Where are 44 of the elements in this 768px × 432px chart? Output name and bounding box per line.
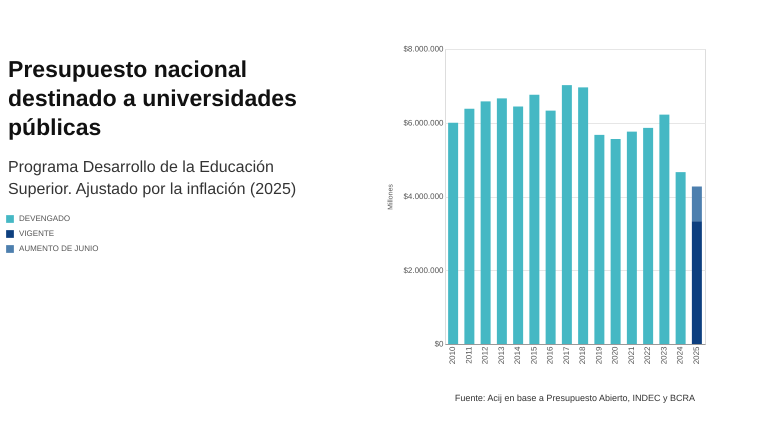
bar bbox=[594, 134, 604, 344]
y-tick-label: $6.000.000 bbox=[403, 118, 444, 128]
x-tick-label: 2016 bbox=[546, 346, 555, 364]
x-tick-label: 2017 bbox=[562, 346, 571, 364]
legend-label: VIGENTE bbox=[19, 229, 54, 238]
x-tick-label: 2014 bbox=[513, 346, 522, 364]
text: Programa Desarrollo de la Educación Superior. Ajustado por la inflación (2025) bbox=[8, 159, 296, 198]
legend-label: AUMENTO DE JUNIO bbox=[19, 244, 98, 253]
bar bbox=[480, 101, 491, 344]
x-tick-label: 2015 bbox=[529, 346, 538, 364]
bar bbox=[659, 114, 670, 344]
bar bbox=[562, 85, 572, 344]
bar bbox=[610, 138, 621, 344]
y-tick-label: $2.000.000 bbox=[403, 266, 444, 275]
x-tick-label: 2019 bbox=[594, 346, 604, 364]
bar bbox=[643, 128, 654, 344]
source-note: Fuente: Acij en base a Presupuesto Abierto, INDEC y BCRA bbox=[454, 393, 695, 403]
bar bbox=[496, 98, 507, 344]
bar bbox=[578, 87, 588, 344]
x-tick-label: 2025 bbox=[692, 346, 701, 364]
bar bbox=[626, 132, 637, 344]
text: Presupuesto nacional destinado a universidades públicas bbox=[8, 56, 297, 140]
x-tick-label: 2022 bbox=[643, 346, 652, 364]
bar bbox=[448, 122, 458, 344]
bar bbox=[692, 221, 702, 344]
y-tick-label: $0 bbox=[434, 340, 444, 348]
y-tick-label: $8.000.000 bbox=[403, 44, 444, 54]
x-tick-label: 2012 bbox=[480, 346, 490, 364]
x-tick-label: 2024 bbox=[676, 346, 685, 364]
bar bbox=[513, 106, 524, 344]
bar bbox=[676, 172, 686, 344]
x-tick-label: 2010 bbox=[448, 346, 458, 364]
bar bbox=[464, 108, 474, 344]
bar bbox=[546, 110, 556, 344]
bar bbox=[692, 186, 702, 222]
bar bbox=[529, 94, 540, 344]
legend-label: DEVENGADO bbox=[19, 214, 70, 223]
x-tick-label: 2013 bbox=[496, 346, 506, 364]
x-tick-label: 2023 bbox=[659, 346, 668, 364]
x-tick-label: 2011 bbox=[464, 346, 474, 364]
x-tick-label: 2020 bbox=[610, 346, 620, 364]
x-tick-label: 2021 bbox=[626, 346, 636, 364]
y-tick-label: $4.000.000 bbox=[403, 192, 444, 201]
x-tick-label: 2018 bbox=[578, 346, 588, 364]
